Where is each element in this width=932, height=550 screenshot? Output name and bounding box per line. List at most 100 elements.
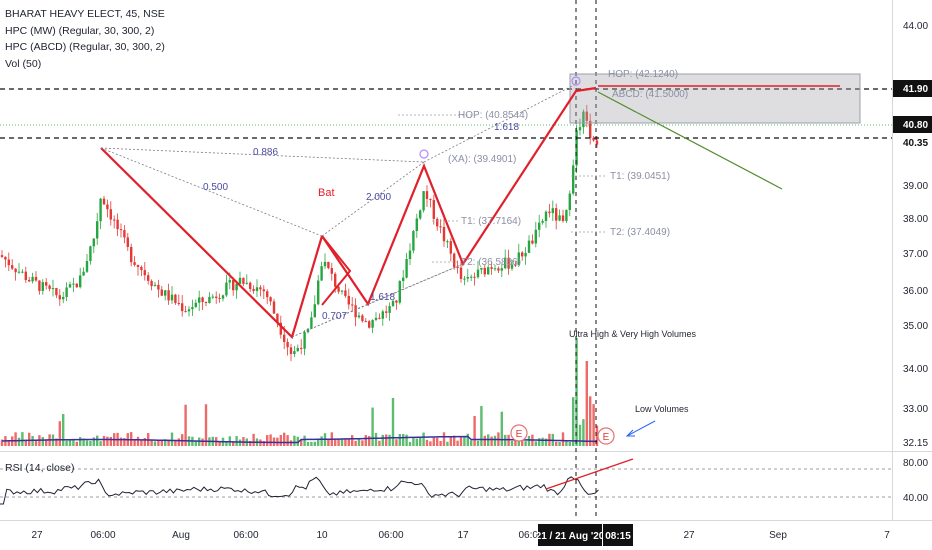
volume-bar bbox=[408, 441, 412, 446]
candle-body bbox=[453, 253, 456, 268]
volume-bar bbox=[589, 396, 592, 446]
time-tick: 06:00 bbox=[233, 530, 258, 541]
volume-bar bbox=[89, 440, 92, 446]
candle-body bbox=[371, 319, 374, 328]
sun-marker-icon bbox=[571, 76, 581, 86]
candle-body bbox=[204, 301, 208, 304]
candle-body bbox=[58, 295, 61, 300]
price-tick: 36.00 bbox=[903, 286, 928, 297]
pattern-dotted-xd bbox=[100, 147, 425, 163]
volume-bar bbox=[388, 434, 391, 446]
rsi-legend[interactable]: RSI (14, close) bbox=[5, 462, 75, 474]
candle-body bbox=[252, 289, 255, 292]
candle-body bbox=[143, 270, 146, 276]
candle-body bbox=[521, 252, 524, 257]
candle-body bbox=[582, 111, 585, 128]
volume-bar bbox=[28, 432, 31, 446]
volume-bar bbox=[238, 439, 242, 446]
candle-body bbox=[249, 282, 252, 290]
candle-body bbox=[510, 264, 514, 269]
candle-body bbox=[191, 307, 194, 310]
volume-bar bbox=[524, 441, 527, 446]
candle-body bbox=[147, 275, 150, 281]
candle-body bbox=[48, 285, 51, 289]
volume-bar bbox=[194, 440, 197, 446]
pattern-inner-zig bbox=[321, 235, 352, 306]
candle-body bbox=[286, 341, 289, 348]
candle-body bbox=[493, 268, 497, 270]
volume-bar bbox=[249, 440, 252, 446]
candle-body bbox=[415, 218, 418, 232]
indicator-hpc-mw[interactable]: HPC (MW) (Regular, 30, 300, 2) bbox=[5, 24, 155, 37]
volume-bar bbox=[14, 432, 17, 446]
candle-body bbox=[140, 266, 143, 271]
sun-marker-icon bbox=[419, 149, 429, 159]
candle-body bbox=[136, 264, 140, 267]
volume-bar bbox=[167, 439, 170, 446]
time-axis[interactable]: 27 06:00 Aug 06:00 10 06:00 17 06:00 27 … bbox=[31, 524, 890, 546]
volume-bar bbox=[364, 435, 367, 446]
volume-bar bbox=[136, 436, 140, 446]
volume-bar bbox=[476, 440, 480, 446]
arrow-icon bbox=[626, 420, 656, 437]
volume-bar bbox=[160, 440, 163, 446]
xa-label: (XA): (39.4901) bbox=[448, 154, 516, 165]
candle-body bbox=[4, 256, 7, 260]
candle-body bbox=[17, 271, 21, 273]
symbol-title[interactable]: BHARAT HEAVY ELECT, 45, NSE bbox=[5, 8, 165, 20]
candle-body bbox=[531, 240, 534, 244]
candle-body bbox=[541, 220, 544, 223]
price-axis[interactable]: 44.00 39.00 38.00 37.00 36.00 35.00 34.0… bbox=[893, 21, 932, 504]
volume-bar bbox=[133, 439, 136, 446]
candle-body bbox=[269, 297, 272, 302]
candle-body bbox=[225, 282, 228, 296]
indicator-volume[interactable]: Vol (50) bbox=[5, 57, 42, 70]
candle-body bbox=[361, 315, 364, 322]
arrow-head-icon bbox=[625, 429, 635, 437]
volume-bar bbox=[204, 404, 208, 446]
volume-bar bbox=[7, 441, 10, 446]
candle-body bbox=[507, 257, 510, 269]
candle-body bbox=[255, 287, 259, 292]
candle-body bbox=[395, 300, 398, 303]
volume-bar bbox=[538, 438, 541, 446]
candle-body bbox=[364, 321, 367, 323]
volume-bar bbox=[558, 441, 561, 446]
volume-bar bbox=[340, 438, 344, 446]
candle-body bbox=[11, 265, 14, 269]
volume-bar bbox=[391, 397, 395, 446]
candle-body bbox=[459, 267, 463, 279]
candle-body bbox=[24, 271, 27, 281]
candle-body bbox=[419, 210, 422, 219]
volume-bar bbox=[517, 437, 520, 446]
candle-body bbox=[96, 221, 99, 239]
volume-bar bbox=[378, 440, 381, 446]
candle-body bbox=[228, 280, 231, 283]
candle-body bbox=[150, 280, 153, 287]
indicator-hpc-abcd[interactable]: HPC (ABCD) (Regular, 30, 300, 2) bbox=[5, 41, 165, 53]
volume-bar bbox=[592, 404, 595, 446]
volume-bar bbox=[55, 438, 58, 446]
earnings-marker-icon[interactable] bbox=[597, 427, 615, 445]
volume-bar bbox=[102, 435, 106, 446]
candle-body bbox=[174, 294, 177, 304]
volume-bar bbox=[334, 439, 337, 446]
earnings-marker-icon[interactable] bbox=[510, 424, 528, 442]
candle-body bbox=[123, 230, 126, 238]
price-badge-label: 40.35 bbox=[903, 138, 928, 149]
candle-body bbox=[551, 208, 554, 214]
candle-body bbox=[245, 282, 248, 284]
time-tick: Sep bbox=[769, 530, 787, 541]
candle-body bbox=[340, 290, 344, 292]
price-badge bbox=[893, 80, 932, 97]
candle-body bbox=[238, 277, 242, 284]
candle-body bbox=[55, 288, 58, 296]
projection-trendline[interactable] bbox=[597, 91, 783, 190]
volume-bar bbox=[374, 432, 378, 446]
volume-bar bbox=[123, 438, 126, 446]
candle-body bbox=[272, 301, 276, 314]
candle-body bbox=[313, 304, 316, 318]
candle-body bbox=[89, 246, 92, 262]
candle-body bbox=[232, 280, 235, 291]
